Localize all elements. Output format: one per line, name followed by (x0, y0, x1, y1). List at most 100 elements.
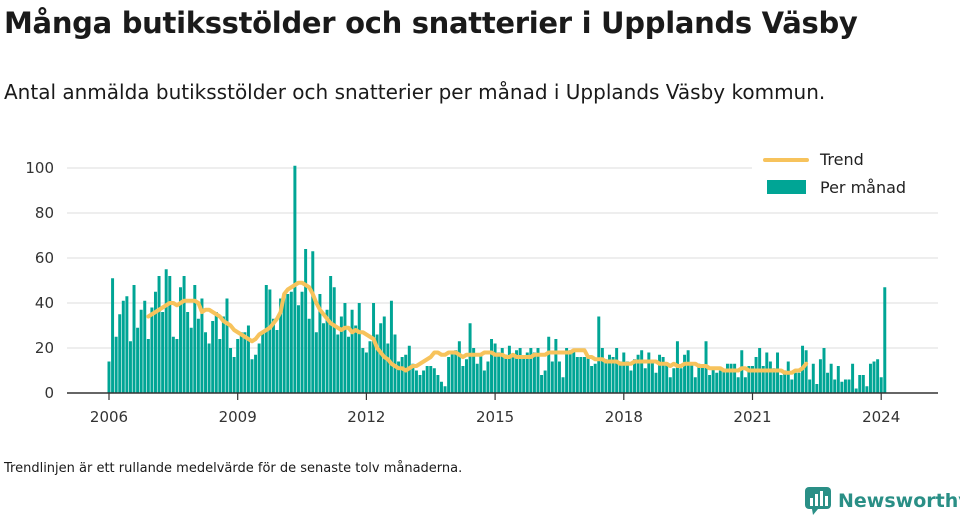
brand-name: Newsworthy (838, 490, 960, 512)
bar (604, 359, 608, 393)
bar (107, 361, 111, 393)
bar (261, 332, 265, 393)
bar (493, 343, 497, 393)
bar (747, 366, 751, 393)
bar (386, 343, 390, 393)
bar (168, 276, 172, 393)
bar (525, 352, 529, 393)
bar (733, 363, 737, 393)
bar (118, 314, 122, 393)
bar (164, 269, 168, 393)
footnote: Trendlinjen är ett rullande medelvärde f… (4, 461, 463, 476)
bar (872, 361, 876, 393)
bar (225, 298, 229, 393)
bar (550, 361, 554, 393)
bar (486, 361, 490, 393)
bar (693, 377, 697, 393)
bar (532, 352, 536, 393)
trend-line (146, 280, 809, 375)
bar (379, 323, 383, 393)
chart-title: Många butiksstölder och snatterier i Upp… (4, 6, 858, 40)
trend-line-group (146, 280, 809, 375)
bar (139, 309, 143, 393)
bar (114, 336, 118, 393)
bar (204, 332, 208, 393)
bar (822, 348, 826, 393)
y-tick-label-60: 60 (35, 249, 54, 267)
bar (318, 294, 322, 393)
legend-bars-swatch (767, 180, 806, 194)
bar (761, 366, 765, 393)
bar (193, 285, 197, 393)
bar (282, 296, 286, 393)
bar (518, 348, 522, 393)
bar (536, 348, 540, 393)
bar (808, 379, 812, 393)
bar (368, 341, 372, 393)
y-tick-label-20: 20 (35, 339, 54, 357)
bars (107, 165, 887, 393)
bar (797, 372, 801, 393)
bar (554, 339, 558, 393)
bar (665, 363, 669, 393)
y-tick-label-40: 40 (35, 294, 54, 312)
bar (157, 276, 161, 393)
bar (300, 291, 304, 393)
bar (611, 357, 615, 393)
bar (232, 357, 236, 393)
bar (143, 300, 147, 393)
bar (826, 372, 830, 393)
bar (540, 375, 544, 393)
bar (271, 318, 275, 393)
brand-logo[interactable]: Newsworthy (804, 486, 960, 516)
bar (121, 300, 125, 393)
bar (472, 348, 476, 393)
bar (179, 287, 182, 393)
legend-trend-label: Trend (819, 150, 864, 169)
bar (776, 352, 780, 393)
bar (111, 278, 115, 393)
bar (329, 276, 333, 393)
bar (736, 377, 740, 393)
bar (715, 372, 719, 393)
bar (876, 359, 880, 393)
legend: Trend Per månad (752, 144, 940, 210)
bar (858, 375, 862, 393)
bar (711, 368, 715, 393)
bar (447, 357, 451, 393)
axes: 0 20 40 60 80 100 2006 2009 2012 2015 2018 2021 2024 (25, 159, 938, 426)
bar (336, 334, 340, 393)
bar (429, 366, 433, 393)
bar (529, 348, 533, 393)
bar (211, 321, 215, 393)
bar (257, 343, 261, 393)
bar (436, 375, 440, 393)
bar (597, 316, 601, 393)
bar (633, 359, 637, 393)
y-tick-label-0: 0 (44, 384, 54, 402)
bar (622, 352, 626, 393)
bar (189, 327, 193, 393)
bar (246, 325, 250, 393)
bar (572, 350, 576, 393)
bar (268, 289, 272, 393)
grid (67, 167, 938, 349)
bar (547, 336, 551, 393)
bar (768, 361, 772, 393)
bar (700, 366, 704, 393)
bar (264, 285, 268, 393)
bar (289, 291, 293, 393)
bar (600, 348, 604, 393)
bar (515, 350, 519, 393)
bar (375, 334, 379, 393)
bar (507, 345, 511, 393)
bar (286, 294, 290, 393)
bar (740, 350, 744, 393)
bar (590, 366, 594, 393)
x-tick-label-2009: 2009 (219, 408, 257, 426)
bar (229, 348, 233, 393)
bar (150, 307, 154, 393)
y-tick-label-100: 100 (25, 159, 54, 177)
bar (146, 339, 150, 393)
bar (339, 316, 343, 393)
